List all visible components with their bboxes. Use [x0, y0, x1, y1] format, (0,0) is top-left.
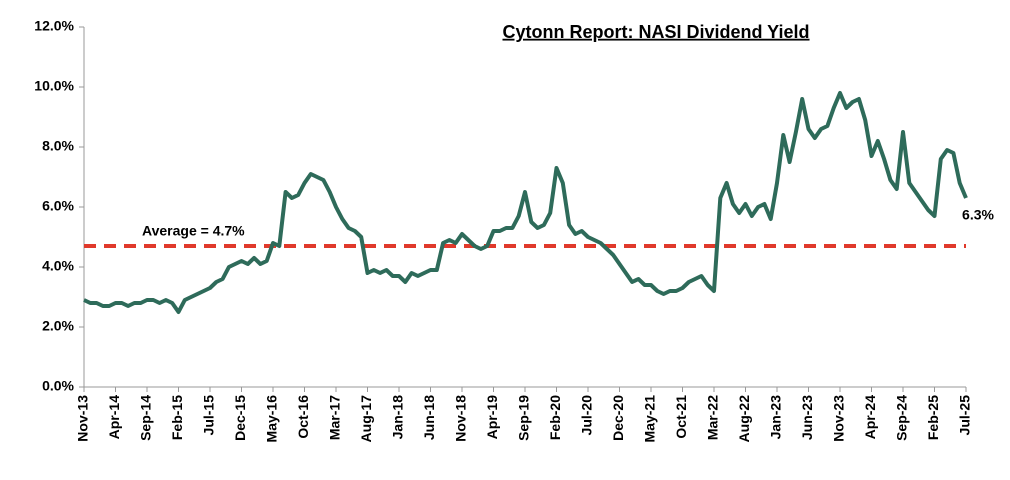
x-tick-label: Nov-13 — [75, 395, 91, 442]
x-tick-label: Jan-18 — [390, 395, 406, 440]
x-tick-label: Jul-25 — [957, 395, 973, 436]
x-tick-label: Nov-18 — [453, 395, 469, 442]
x-tick-label: Jun-23 — [799, 395, 815, 440]
x-tick-label: Jul-20 — [579, 395, 595, 436]
end-label: 6.3% — [962, 207, 994, 223]
y-tick-label: 6.0% — [42, 198, 74, 214]
x-tick-label: Aug-17 — [358, 395, 374, 443]
x-tick-label: Feb-25 — [925, 395, 941, 440]
chart-title: Cytonn Report: NASI Dividend Yield — [502, 22, 809, 42]
x-tick-label: May-16 — [264, 395, 280, 443]
x-tick-label: Sep-19 — [516, 395, 532, 441]
x-tick-label: Jul-15 — [201, 395, 217, 436]
series-line — [83, 91, 968, 314]
y-tick-label: 12.0% — [34, 18, 74, 34]
x-tick-label: Apr-19 — [484, 395, 500, 440]
y-tick-label: 0.0% — [42, 378, 74, 394]
x-tick-label: Mar-17 — [327, 395, 343, 440]
x-tick-label: Feb-20 — [547, 395, 563, 440]
x-tick-label: Aug-22 — [736, 395, 752, 443]
y-tick-label: 10.0% — [34, 78, 74, 94]
x-tick-label: Mar-22 — [705, 395, 721, 440]
x-tick-label: Oct-21 — [673, 395, 689, 439]
x-tick-label: Sep-14 — [138, 395, 154, 441]
x-tick-label: Apr-14 — [106, 395, 122, 440]
y-tick-label: 4.0% — [42, 258, 74, 274]
x-tick-label: Sep-24 — [894, 395, 910, 441]
x-tick-label: Apr-24 — [862, 395, 878, 440]
x-tick-label: Oct-16 — [295, 395, 311, 439]
x-tick-label: May-21 — [642, 395, 658, 443]
x-tick-label: Jan-23 — [768, 395, 784, 440]
average-label: Average = 4.7% — [142, 223, 245, 239]
y-tick-label: 2.0% — [42, 318, 74, 334]
x-tick-label: Dec-15 — [232, 395, 248, 441]
x-tick-label: Feb-15 — [169, 395, 185, 440]
x-tick-label: Nov-23 — [831, 395, 847, 442]
x-tick-label: Dec-20 — [610, 395, 626, 441]
x-tick-label: Jun-18 — [421, 395, 437, 440]
y-tick-label: 8.0% — [42, 138, 74, 154]
